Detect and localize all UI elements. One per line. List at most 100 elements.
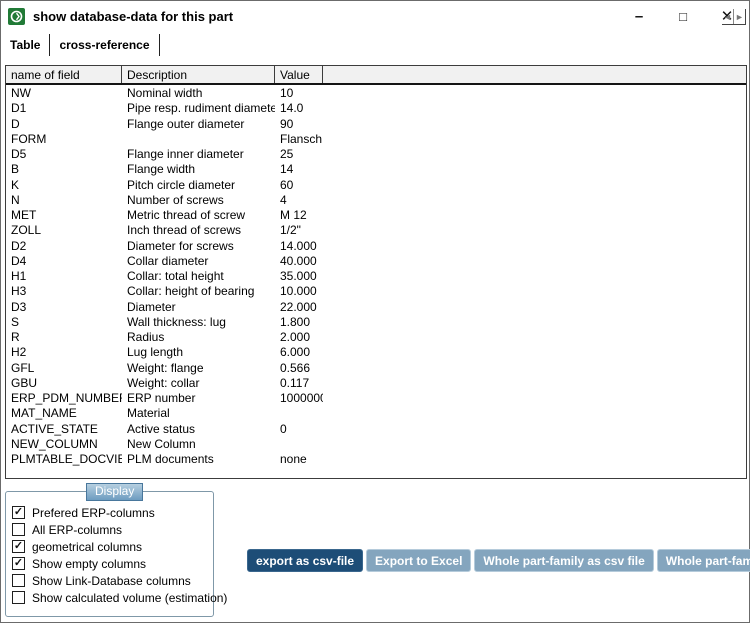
cell-value — [275, 405, 323, 420]
cell-value: 40.000 — [280, 253, 317, 268]
cell-value: none — [280, 452, 307, 466]
table-row[interactable]: D5 Flange inner diameter 25 — [6, 146, 746, 161]
table-row[interactable]: GFL Weight: flange 0.566 — [6, 360, 746, 375]
cell-description: Active status — [127, 421, 196, 436]
cell-extra — [323, 344, 746, 359]
table-header-cell: Value — [275, 66, 323, 83]
cell-name-of-field: NW — [11, 86, 31, 100]
cell-name-of-field: MAT_NAME — [11, 406, 77, 421]
tab-label: cross-reference — [59, 38, 150, 52]
table-header-row: name of field Description Value — [6, 66, 746, 85]
table-row[interactable]: ERP_PDM_NUMBER ERP number 1000000 — [6, 390, 746, 405]
table-row[interactable]: N Number of screws 4 — [6, 192, 746, 207]
minimize-icon[interactable]: – — [634, 7, 644, 25]
export-button[interactable]: Whole part-family to Excel — [656, 549, 750, 572]
cell-value: 90 — [280, 116, 294, 131]
cell-name-of-field: GBU — [11, 375, 38, 390]
table-row[interactable]: S Wall thickness: lug 1.800 — [6, 314, 746, 329]
cell-description: Diameter for screws — [127, 238, 234, 253]
table-row[interactable]: H3 Collar: height of bearing 10.000 — [6, 283, 746, 298]
tab-scroll-right-icon[interactable]: ► — [734, 9, 746, 24]
checkbox-icon: ✓ — [12, 557, 25, 570]
cell-name-of-field: ERP_PDM_NUMBER — [11, 391, 122, 405]
checkbox-label: All ERP-columns — [32, 522, 123, 537]
tab[interactable]: Table — [1, 34, 51, 56]
table-row[interactable]: K Pitch circle diameter 60 — [6, 177, 746, 192]
cell-value: 10.000 — [280, 284, 317, 299]
table-body: NW Nominal width 10 D1 Pipe resp. rudime… — [6, 85, 746, 466]
tab-bar: Table cross-reference — [1, 32, 749, 58]
cell-description: New Column — [127, 436, 196, 451]
cell-extra — [323, 314, 746, 329]
table-row[interactable]: ZOLL Inch thread of screws 1/2" — [6, 222, 746, 237]
cell-description: Wall thickness: lug — [127, 314, 226, 329]
cell-extra — [323, 146, 746, 161]
table-row[interactable]: H2 Lug length 6.000 — [6, 344, 746, 359]
table-row[interactable]: NEW_COLUMN New Column — [6, 436, 746, 451]
cell-description: PLM documents — [127, 452, 214, 466]
export-button[interactable]: export as csv-file — [247, 549, 364, 572]
cell-extra — [323, 85, 746, 100]
table-row[interactable]: D2 Diameter for screws 14.000 — [6, 238, 746, 253]
checkbox-icon: ✓ — [12, 523, 25, 536]
display-option-checkbox[interactable]: ✓ geometrical columns — [12, 538, 209, 555]
table-row[interactable]: PLMTABLE_DOCVIEW PLM documents none — [6, 451, 746, 466]
cell-extra — [323, 238, 746, 253]
app-icon — [8, 7, 25, 25]
cell-name-of-field: D5 — [11, 147, 27, 161]
export-button[interactable]: Export to Excel — [366, 549, 472, 572]
cell-description: Flange outer diameter — [127, 116, 245, 131]
cell-name-of-field: MET — [11, 208, 37, 222]
table-row[interactable]: H1 Collar: total height 35.000 — [6, 268, 746, 283]
checkbox-icon: ✓ — [12, 540, 25, 553]
table-row[interactable]: MAT_NAME Material — [6, 405, 746, 420]
table-row[interactable]: B Flange width 14 — [6, 161, 746, 176]
cell-name-of-field: FORM — [11, 131, 47, 146]
database-fields-table: name of field Description Value NW Nomin… — [5, 65, 747, 479]
cell-name-of-field: D1 — [11, 101, 27, 116]
close-icon[interactable]: ✕ — [720, 8, 734, 25]
cell-name-of-field: ZOLL — [11, 223, 42, 238]
export-button[interactable]: Whole part-family as csv file — [474, 549, 654, 572]
cell-extra — [323, 299, 746, 314]
cell-description — [122, 131, 275, 146]
cell-description: ERP number — [127, 391, 196, 405]
cell-description: Nominal width — [127, 86, 203, 100]
cell-value: 1/2" — [280, 223, 301, 238]
cell-extra — [323, 329, 746, 344]
table-row[interactable]: MET Metric thread of screw M 12 — [6, 207, 746, 222]
cell-extra — [323, 360, 746, 375]
table-row[interactable]: FORM Flansch — [6, 131, 746, 146]
display-option-checkbox[interactable]: ✓ Prefered ERP-columns — [12, 504, 209, 521]
cell-value: 14.000 — [280, 238, 317, 253]
cell-name-of-field: D4 — [11, 253, 27, 268]
table-row[interactable]: D Flange outer diameter 90 — [6, 116, 746, 131]
cell-name-of-field: D3 — [11, 299, 27, 314]
tab-scroll-left-icon[interactable]: ◄ — [722, 9, 734, 24]
display-option-checkbox[interactable]: ✓ Show empty columns — [12, 555, 209, 572]
tab[interactable]: cross-reference — [50, 34, 160, 56]
cell-extra — [323, 421, 746, 436]
table-row[interactable]: D3 Diameter 22.000 — [6, 299, 746, 314]
maximize-icon[interactable]: □ — [679, 8, 687, 24]
cell-extra — [323, 375, 746, 390]
cell-value: 25 — [280, 147, 294, 161]
display-option-checkbox[interactable]: ✓ Show calculated volume (estimation) — [12, 589, 227, 606]
cell-value: 0.566 — [280, 360, 311, 375]
cell-description: Number of screws — [127, 192, 224, 207]
table-row[interactable]: ACTIVE_STATE Active status 0 — [6, 421, 746, 436]
table-row[interactable]: R Radius 2.000 — [6, 329, 746, 344]
cell-name-of-field: PLMTABLE_DOCVIEW — [11, 452, 122, 466]
table-row[interactable]: NW Nominal width 10 — [6, 85, 746, 100]
cell-description: Flange width — [127, 162, 196, 177]
table-row[interactable]: D1 Pipe resp. rudiment diameter 14.0 — [6, 100, 746, 115]
cell-description: Weight: flange — [127, 360, 204, 375]
cell-description: Material — [127, 406, 170, 421]
display-option-checkbox[interactable]: ✓ All ERP-columns — [12, 521, 209, 538]
cell-extra — [323, 405, 746, 420]
cell-extra — [323, 436, 746, 451]
display-option-checkbox[interactable]: ✓ Show Link-Database columns — [12, 572, 209, 589]
table-row[interactable]: GBU Weight: collar 0.117 — [6, 375, 746, 390]
cell-value: 10 — [280, 86, 294, 100]
table-row[interactable]: D4 Collar diameter 40.000 — [6, 253, 746, 268]
